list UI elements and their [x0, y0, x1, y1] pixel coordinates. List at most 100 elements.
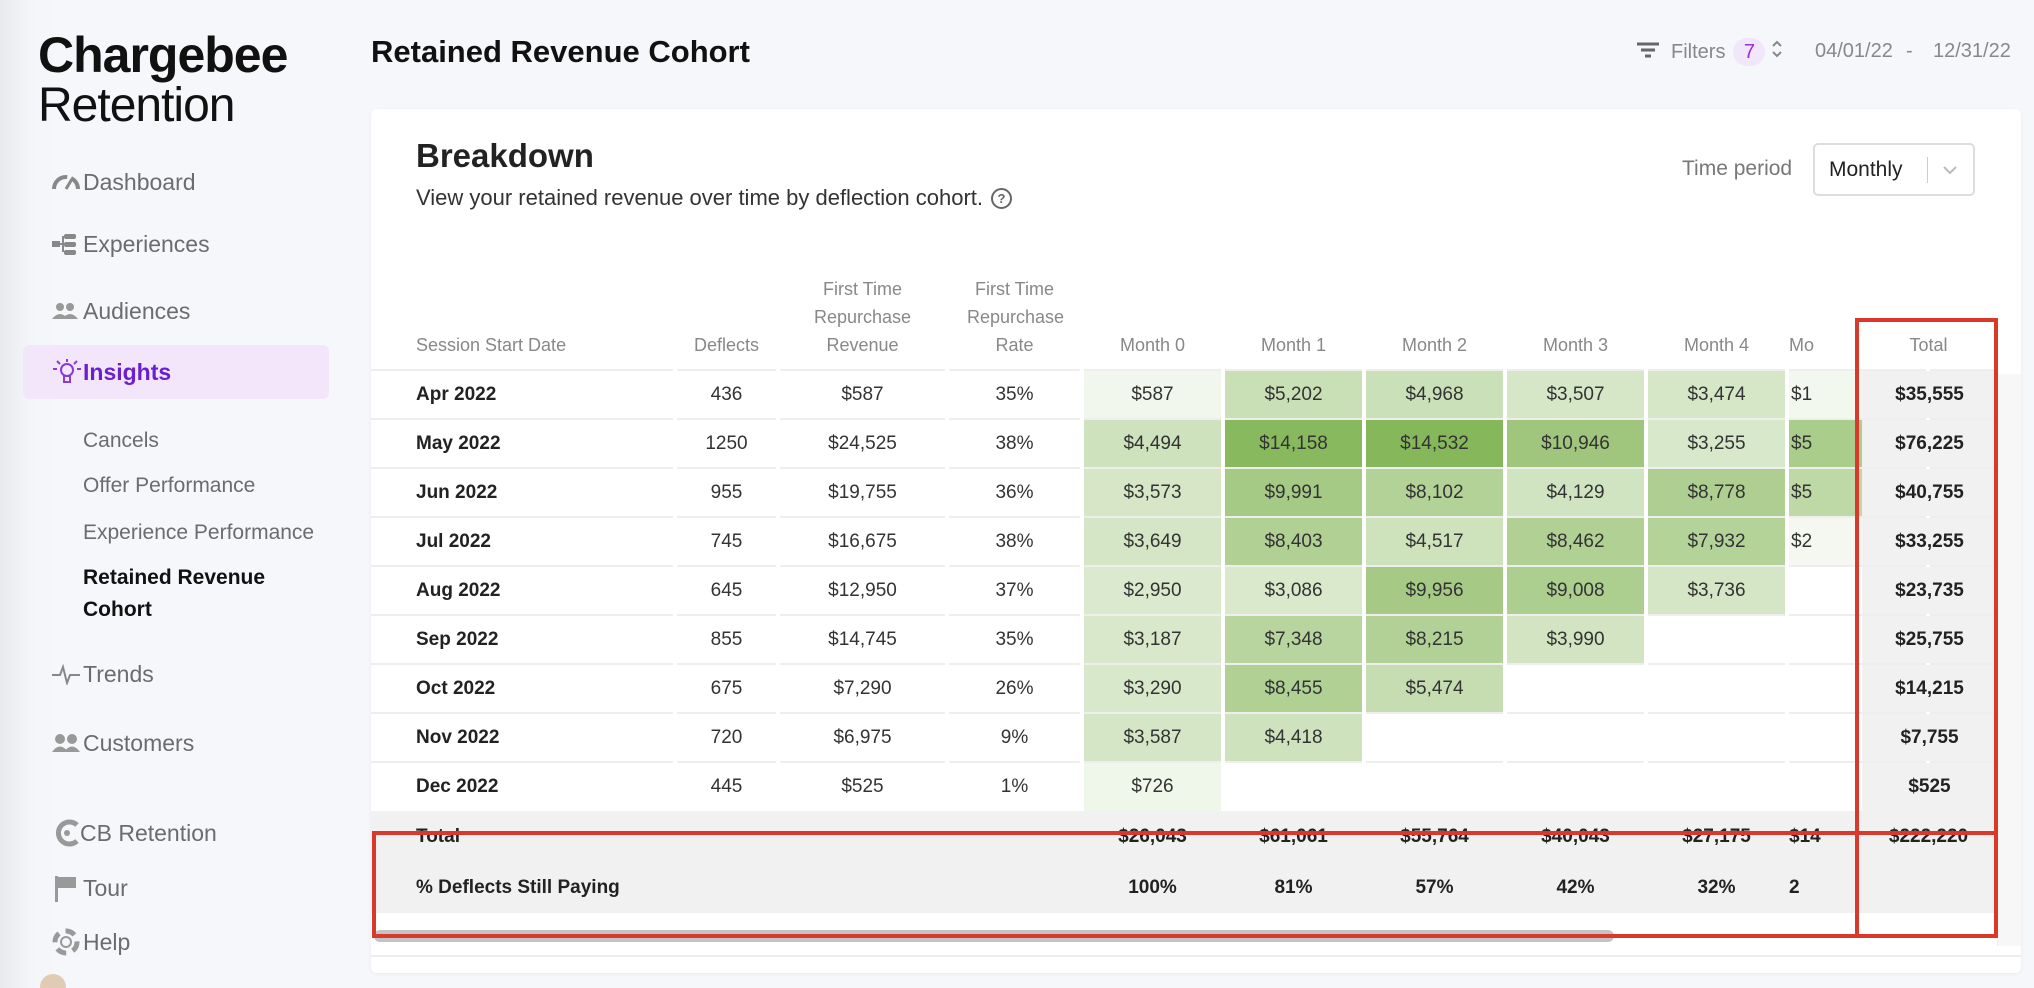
column-header[interactable]: Month 3 [1505, 266, 1646, 370]
cell-month-0: $3,587 [1082, 712, 1225, 762]
help-icon[interactable]: ? [991, 187, 1013, 209]
table-row: Dec 2022 445 $525 1% $726 $525 [371, 761, 1997, 811]
cell-session-start-date: Jul 2022 [371, 516, 677, 566]
date-separator: - [1906, 40, 1913, 62]
active-nav-highlight [23, 345, 329, 399]
cell-total: $33,255 [1860, 516, 1997, 566]
sidebar-item-cb-retention[interactable]: CB Retention [52, 820, 217, 847]
column-header[interactable]: Month 0 [1082, 266, 1223, 370]
footer-total [1860, 862, 1997, 913]
logo-chargebee: Chargebee [38, 27, 288, 83]
sidebar-item-tour[interactable]: Tour [52, 875, 128, 902]
cell-month-2: $4,517 [1364, 516, 1507, 566]
footer-month-4: $27,175 [1646, 811, 1787, 862]
cell-month-4 [1646, 614, 1789, 664]
cohort-table: Session Start Date Deflects First Time Rep… [371, 266, 1997, 913]
cell-session-start-date: Dec 2022 [371, 761, 677, 811]
cell-first-time-revenue: $12,950 [778, 565, 949, 615]
sidebar-item-customers[interactable]: Customers [52, 730, 194, 756]
cell-month-0: $2,950 [1082, 565, 1225, 615]
sidebar-item-experiences[interactable]: Experiences [52, 231, 210, 257]
table-row: Nov 2022 720 $6,975 9% $3,587 $4,418 $7,755 [371, 712, 1997, 762]
gauge-icon [52, 170, 82, 194]
cell-total: $25,755 [1860, 614, 1997, 664]
footer-empty-cell [675, 811, 778, 862]
sidebar-item-dashboard[interactable]: Dashboard [52, 169, 196, 195]
column-header[interactable]: First Time Repurchase Rate [947, 266, 1082, 370]
cell-first-time-rate: 26% [947, 663, 1084, 713]
column-header[interactable]: Deflects [675, 266, 778, 370]
cell-month-3 [1505, 663, 1648, 713]
time-period-label: Time period [1682, 157, 1793, 180]
table-row: Apr 2022 436 $587 35% $587 $5,202 $4,968 $3,507… [371, 369, 1997, 419]
sidebar-item-label: Experiences [83, 230, 210, 257]
cell-month-0: $3,573 [1082, 467, 1225, 517]
cell-month-2: $9,956 [1364, 565, 1507, 615]
table-row: May 2022 1250 $24,525 38% $4,494 $14,158 $14,5… [371, 418, 1997, 468]
flag-icon [52, 876, 82, 902]
table-row: Aug 2022 645 $12,950 37% $2,950 $3,086 $9,956 $… [371, 565, 1997, 615]
cell-total: $76,225 [1860, 418, 1997, 468]
card-title: Breakdown [416, 137, 594, 174]
column-header[interactable]: Total [1860, 266, 1997, 370]
filters-label: Filters [1671, 40, 1726, 63]
cell-month-2: $14,532 [1364, 418, 1507, 468]
footer-empty-cell [778, 862, 947, 913]
card-subtitle: View your retained revenue over time by … [416, 185, 1013, 211]
footer-month-2: 57% [1364, 862, 1505, 913]
date-end[interactable]: 12/31/22 [1933, 40, 2011, 62]
date-start[interactable]: 04/01/22 [1815, 40, 1893, 62]
footer-label: % Deflects Still Paying [371, 862, 675, 913]
vertical-scrollbar[interactable] [1997, 374, 2021, 946]
sidebar-item-label: Audiences [83, 297, 191, 324]
cell-deflects: 445 [675, 761, 780, 811]
footer-month-0: 100% [1082, 862, 1223, 913]
sidebar-item-insights[interactable]: Insights [52, 359, 171, 385]
footer-month-1: 81% [1223, 862, 1364, 913]
lifebuoy-icon [52, 928, 82, 956]
cell-month-4 [1646, 712, 1789, 762]
cell-first-time-revenue: $6,975 [778, 712, 949, 762]
cell-first-time-rate: 35% [947, 369, 1084, 419]
cell-first-time-rate: 38% [947, 418, 1084, 468]
lightbulb-icon [52, 359, 82, 384]
cell-deflects: 436 [675, 369, 780, 419]
cell-month-4: $3,474 [1646, 369, 1789, 419]
cell-month-1: $4,418 [1223, 712, 1366, 762]
filters-button[interactable]: Filters 7 [1637, 38, 1783, 66]
cell-total: $23,735 [1860, 565, 1997, 615]
sidebar-subitem-experience-performance[interactable]: Experience Performance [83, 521, 315, 544]
cell-month-1 [1223, 761, 1366, 811]
sidebar-subitem-offer-performance[interactable]: Offer Performance [83, 474, 256, 497]
table-row: Sep 2022 855 $14,745 35% $3,187 $7,348 $8,215 $… [371, 614, 1997, 664]
sidebar-subitem-retained-revenue-cohort[interactable]: Retained Revenue Cohort [83, 562, 265, 626]
column-header[interactable]: Month 1 [1223, 266, 1364, 370]
footer-month-4: 32% [1646, 862, 1787, 913]
footer-row: % Deflects Still Paying 100% 81% 57% 42% 32% 2 [371, 862, 1997, 913]
cell-first-time-revenue: $14,745 [778, 614, 949, 664]
cell-first-time-revenue: $19,755 [778, 467, 949, 517]
footer-month-3: 42% [1505, 862, 1646, 913]
sidebar-item-label: Dashboard [83, 168, 196, 195]
cell-first-time-revenue: $16,675 [778, 516, 949, 566]
sidebar-item-help[interactable]: Help [52, 928, 130, 956]
cell-total: $14,215 [1860, 663, 1997, 713]
customers-icon [52, 731, 82, 755]
sidebar-item-audiences[interactable]: Audiences [52, 298, 190, 324]
column-header[interactable]: Month 4 [1646, 266, 1787, 370]
column-header[interactable]: Month 2 [1364, 266, 1505, 370]
horizontal-scrollbar[interactable] [374, 930, 1614, 942]
column-header[interactable]: First Time Repurchase Revenue [778, 266, 947, 370]
cell-month-2: $8,102 [1364, 467, 1507, 517]
sidebar-item-trends[interactable]: Trends [52, 661, 154, 687]
time-period-select[interactable]: Monthly [1813, 143, 1975, 196]
sidebar-subitem-cancels[interactable]: Cancels [83, 429, 159, 452]
avatar[interactable] [40, 974, 66, 988]
footer-empty-cell [778, 811, 947, 862]
cell-month-2 [1364, 712, 1507, 762]
footer-empty-cell [675, 862, 778, 913]
cell-session-start-date: Apr 2022 [371, 369, 677, 419]
column-header[interactable]: Session Start Date [371, 266, 675, 370]
cell-month-4 [1646, 663, 1789, 713]
cell-session-start-date: Nov 2022 [371, 712, 677, 762]
